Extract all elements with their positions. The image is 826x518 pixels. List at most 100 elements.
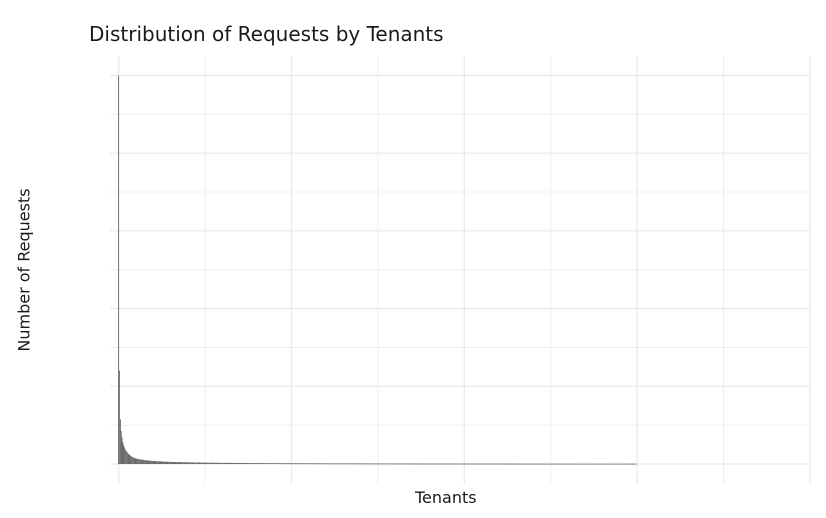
- bar-tenant-502: [551, 463, 552, 465]
- bar-tenant-355: [424, 463, 425, 465]
- bar-tenant-40: [151, 460, 153, 464]
- bar-tenant-277: [356, 463, 358, 465]
- bar-tenant-278: [357, 463, 359, 465]
- bar-tenant-254: [336, 463, 338, 465]
- bar-tenant-105: [208, 462, 209, 464]
- bar-tenant-420: [480, 463, 482, 465]
- bar-tenant-354: [423, 463, 425, 465]
- bar-tenant-5: [121, 437, 123, 464]
- bar-tenant-492: [542, 463, 544, 465]
- bar-tenant-513: [560, 463, 562, 465]
- bar-tenant-567: [607, 463, 609, 465]
- bar-tenant-57: [166, 461, 168, 464]
- bar-tenant-127: [227, 462, 228, 464]
- bar-tenant-535: [579, 463, 581, 465]
- bar-tenant-413: [474, 463, 476, 465]
- bar-tenant-225: [311, 463, 313, 465]
- bar-tenant-491: [541, 463, 543, 465]
- bar-tenant-108: [210, 462, 212, 464]
- bar-tenant-14: [129, 455, 131, 464]
- bar-tenant-240: [324, 463, 326, 465]
- bar-tenant-195: [285, 463, 287, 465]
- bar-tenant-476: [528, 463, 530, 465]
- bar-tenant-397: [460, 463, 462, 465]
- bar-tenant-591: [628, 463, 629, 465]
- bar-tenant-253: [336, 463, 337, 465]
- bar-tenant-352: [421, 463, 423, 465]
- bar-tenant-202: [291, 463, 293, 465]
- bar-tenant-429: [488, 463, 489, 465]
- bar-tenant-274: [354, 463, 355, 465]
- bar-tenant-367: [434, 463, 436, 465]
- bar-tenant-54: [164, 461, 165, 464]
- bar-tenant-98: [202, 462, 203, 464]
- bar-tenant-316: [390, 463, 392, 465]
- bar-tenant-433: [491, 463, 493, 465]
- bar-tenant-93: [197, 462, 199, 464]
- bar-tenant-317: [391, 463, 393, 465]
- bar-tenant-522: [568, 463, 570, 465]
- bar-tenant-557: [598, 463, 600, 465]
- bar-tenant-55: [164, 461, 166, 464]
- bar-tenant-231: [317, 463, 318, 465]
- bar-tenant-447: [503, 463, 505, 465]
- bar-tenant-431: [489, 463, 491, 465]
- bar-tenant-228: [314, 463, 316, 465]
- bar-tenant-494: [544, 463, 546, 465]
- bar-tenant-395: [458, 463, 460, 465]
- bar-tenant-579: [617, 463, 619, 465]
- bar-tenant-375: [441, 463, 443, 465]
- bar-tenant-412: [473, 463, 475, 465]
- bar-tenant-223: [310, 463, 311, 465]
- bar-tenant-212: [300, 463, 302, 465]
- bar-tenant-584: [622, 463, 623, 465]
- bar-tenant-393: [457, 463, 458, 465]
- bar-tenant-348: [418, 463, 419, 465]
- bar-tenant-464: [518, 463, 520, 465]
- bar-tenant-324: [397, 463, 399, 465]
- bar-tenant-331: [403, 463, 405, 465]
- bar-tenant-275: [355, 463, 356, 465]
- bar-tenant-302: [378, 463, 380, 465]
- bar-tenant-536: [580, 463, 582, 465]
- bar-tenant-124: [224, 462, 226, 464]
- bar-tenant-330: [402, 463, 404, 465]
- bar-tenant-507: [555, 463, 557, 465]
- bar-tenant-81: [187, 462, 189, 464]
- bar-tenant-565: [605, 463, 607, 465]
- bar-tenant-217: [304, 463, 306, 465]
- bar-tenant-320: [393, 463, 395, 465]
- bar-tenant-155: [251, 463, 253, 464]
- bar-tenant-286: [364, 463, 366, 465]
- bar-tenant-107: [209, 462, 211, 464]
- bar-tenant-403: [465, 463, 467, 465]
- bar-tenant-347: [417, 463, 419, 465]
- bar-tenant-208: [297, 463, 298, 465]
- bar-tenant-251: [334, 463, 336, 465]
- bar-tenant-303: [379, 463, 381, 465]
- bar-tenant-599: [635, 463, 636, 465]
- bar-tenant-376: [442, 463, 444, 465]
- bar-tenant-147: [244, 463, 246, 464]
- bar-tenant-600: [635, 463, 637, 465]
- bar-tenant-154: [250, 463, 252, 464]
- bar-tenant-483: [534, 463, 536, 465]
- bar-tenant-279: [358, 463, 360, 465]
- bar-tenant-301: [377, 463, 379, 465]
- bar-tenant-309: [384, 463, 386, 465]
- bar-tenant-407: [469, 463, 470, 465]
- bar-tenant-498: [547, 463, 549, 465]
- bar-tenant-424: [483, 463, 485, 465]
- bar-tenant-297: [374, 463, 375, 465]
- bar-tenant-193: [284, 463, 285, 465]
- bar-tenant-276: [355, 463, 357, 465]
- bar-tenant-334: [406, 463, 407, 465]
- bar-tenant-190: [281, 463, 283, 465]
- bar-tenant-184: [276, 463, 278, 465]
- bar-tenant-282: [361, 463, 362, 465]
- bar-tenant-67: [175, 462, 177, 464]
- bar-tenant-31: [144, 460, 145, 464]
- bar-tenant-310: [385, 463, 387, 465]
- bar-tenant-308: [383, 463, 385, 465]
